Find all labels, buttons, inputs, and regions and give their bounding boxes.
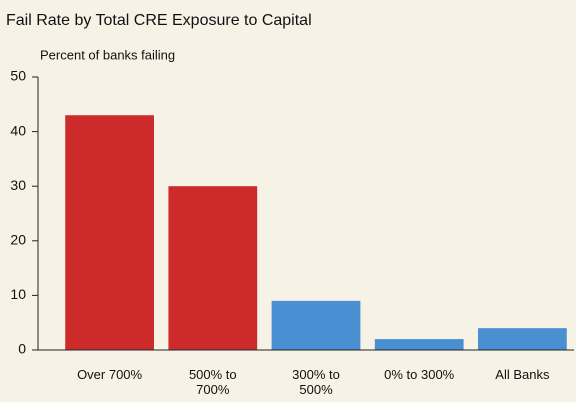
bar	[65, 115, 154, 350]
x-tick-label: 300% to 500%	[292, 367, 340, 397]
x-tick-label: 500% to 700%	[188, 367, 237, 397]
x-tick-label: 0% to 300%	[384, 367, 455, 382]
x-tick-label: Over 700%	[77, 367, 143, 382]
y-axis-label: Percent of banks failing	[40, 47, 175, 62]
bar	[271, 300, 361, 350]
x-tick-label: All Banks	[495, 367, 550, 382]
y-tick-label: 40	[10, 122, 26, 138]
y-tick-label: 30	[10, 177, 26, 193]
bar	[374, 339, 464, 350]
bar	[168, 186, 258, 350]
y-tick-label: 0	[18, 341, 26, 357]
y-tick-label: 10	[10, 286, 26, 302]
chart-title: Fail Rate by Total CRE Exposure to Capit…	[6, 12, 312, 29]
y-tick-label: 50	[10, 68, 26, 84]
y-tick-label: 20	[10, 232, 26, 248]
bar	[478, 328, 567, 350]
